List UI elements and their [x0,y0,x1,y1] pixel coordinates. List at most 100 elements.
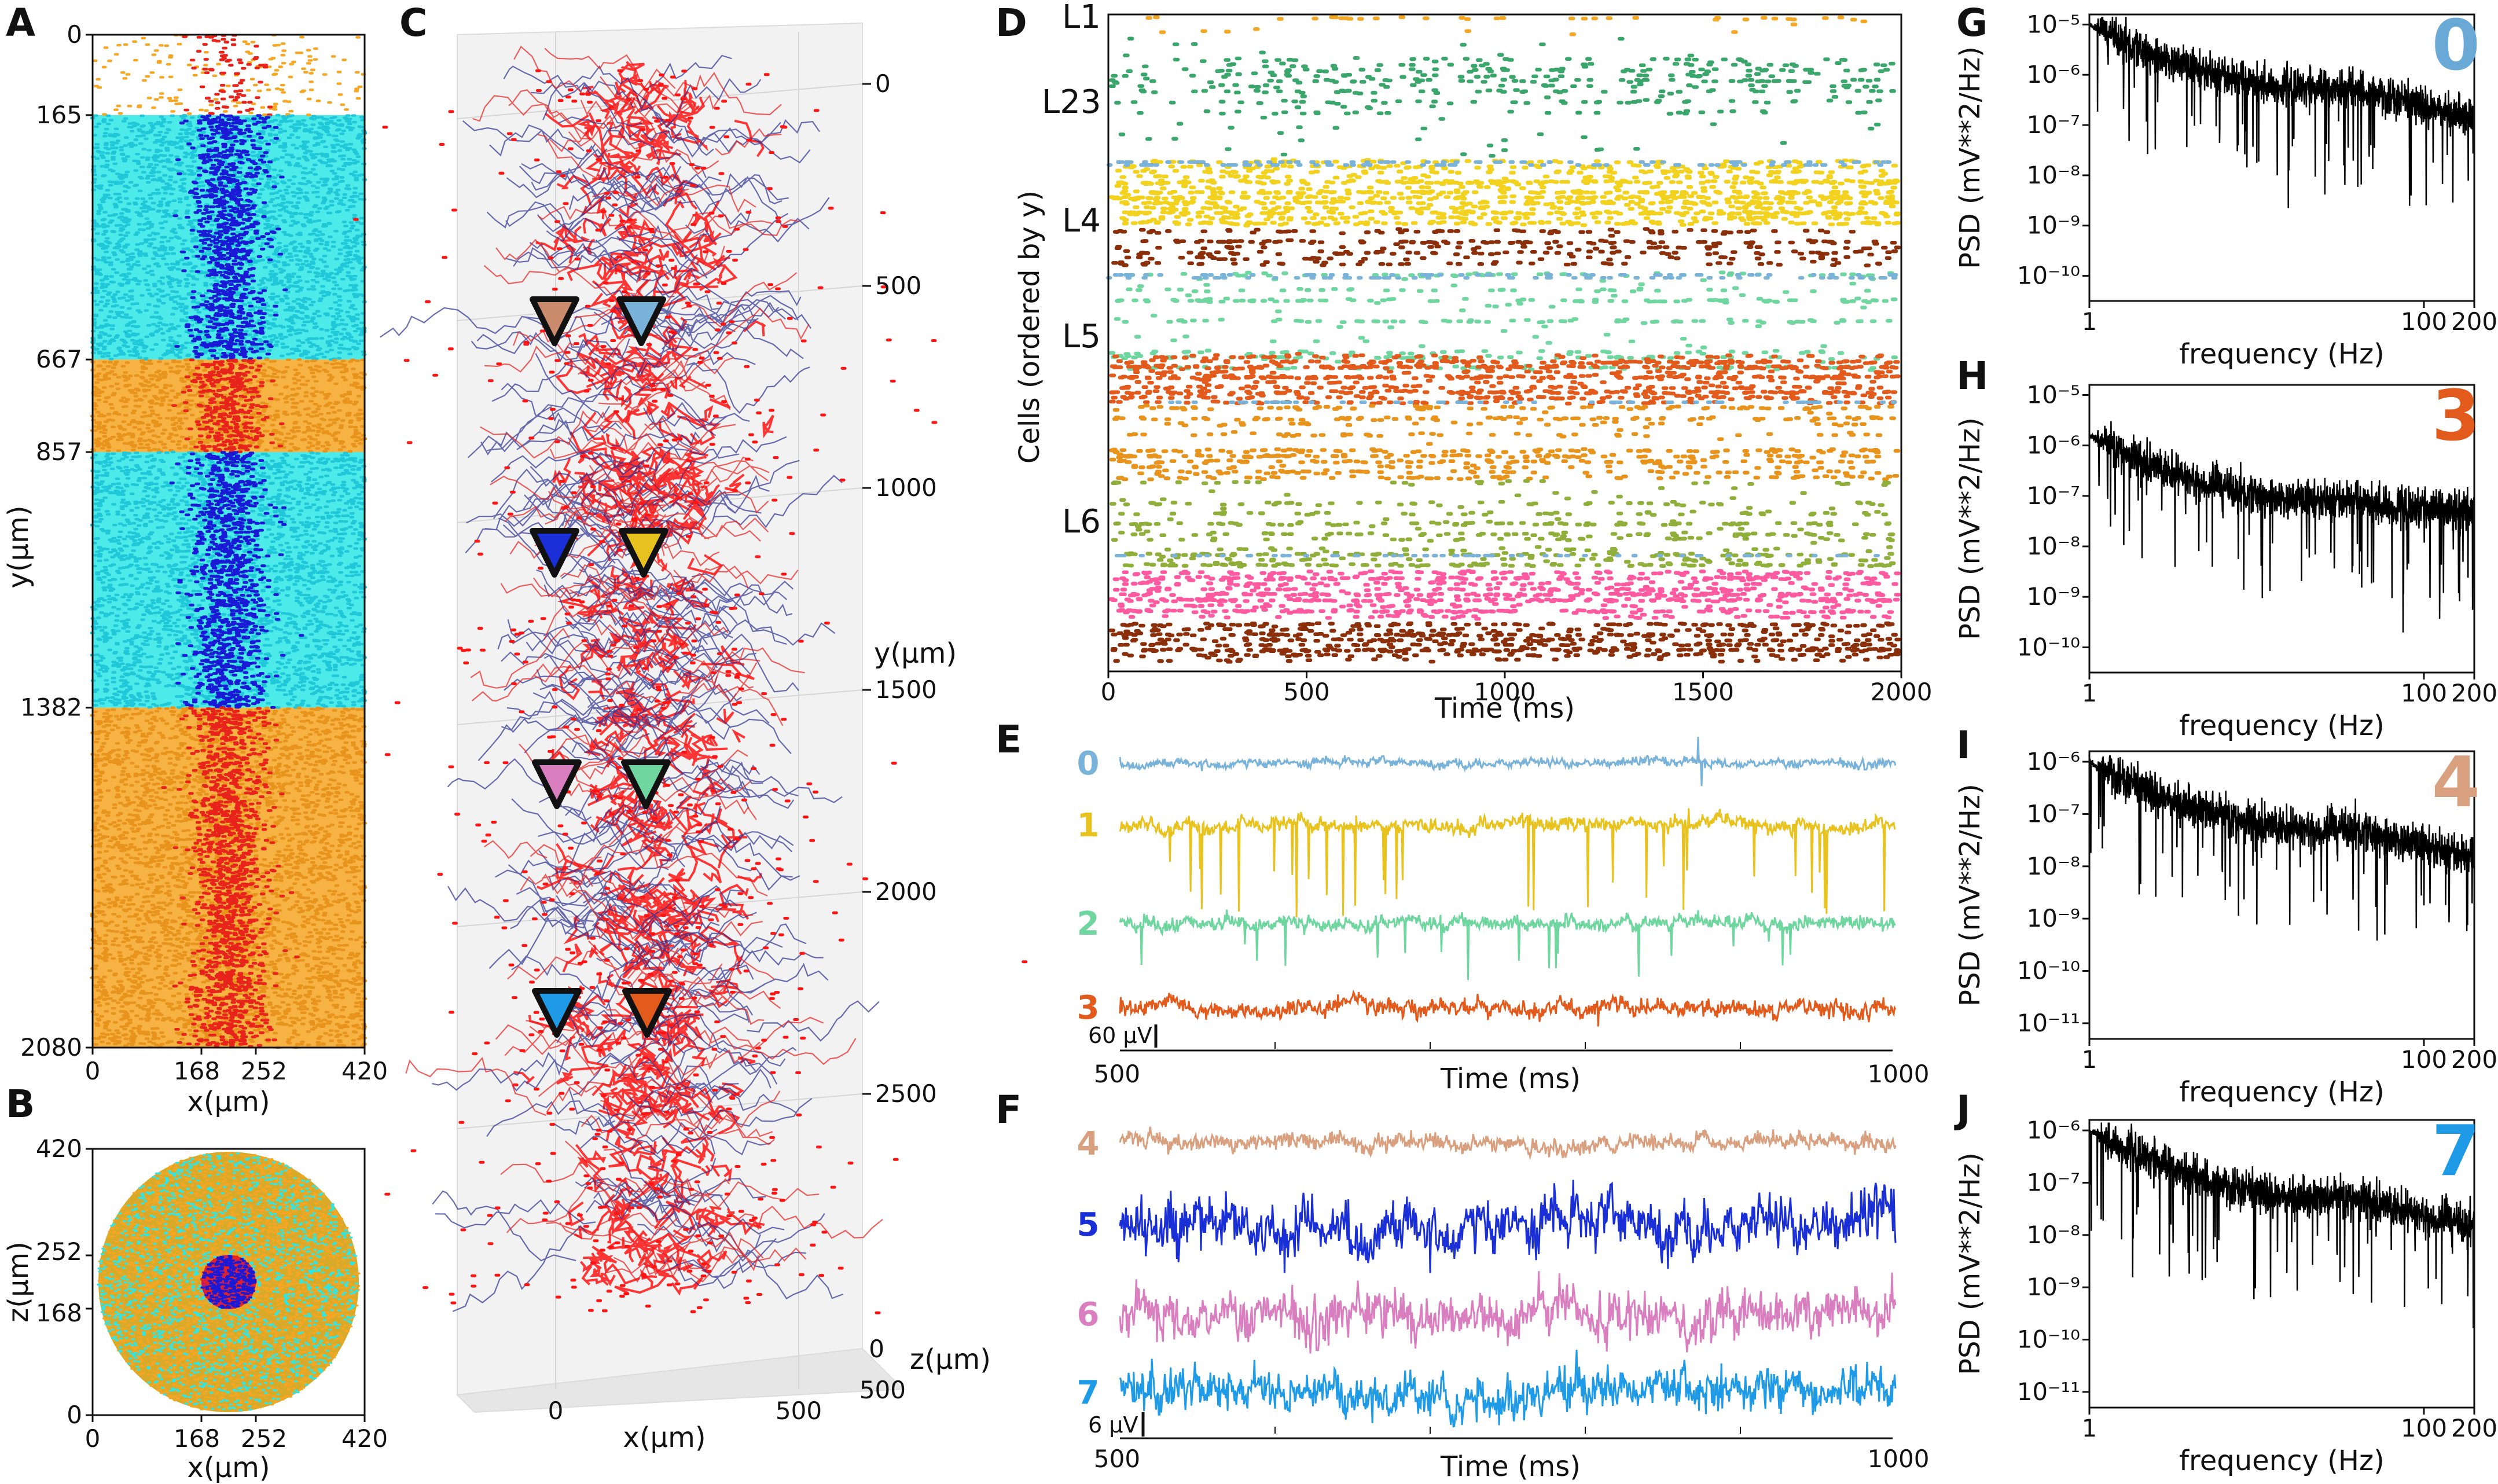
trace-label-channel-5: 5 [1077,1206,1100,1244]
panel-a-xtick-label: 420 [341,1057,388,1085]
panel-f-xlabel: Time (ms) [1440,1450,1581,1483]
panel-c-ytick-label: 500 [875,271,921,300]
raster-band-L4-a [1108,157,1901,227]
electrode-marker-2 [621,759,671,809]
psd-xlabel: frequency (Hz) [2179,1076,2385,1108]
panel-letter-j: J [1954,1088,1971,1132]
panel-a-core-dots-1 [172,113,288,361]
panel-e-scale-bar-label: 60 μV [1088,1023,1152,1048]
electrode-marker-5 [530,528,579,578]
panel-a-xtick-label: 252 [241,1057,287,1085]
trace-label-channel-2: 2 [1077,905,1100,943]
layer-label-l23: L23 [1042,83,1101,121]
panel-d-xtick-label: 0 [1101,678,1116,706]
electrode-marker-4 [530,296,579,346]
panel-b-chart: 0 168 252 420 0 168 252 420 x(μm) z(μm) [2,1134,388,1484]
panel-e-traces: 0 1 2 3 60 μV 500 1000 Time (ms) [1077,736,1929,1095]
psd-ytick-label: 10⁻⁶ [2027,747,2080,776]
f-xtick-label: 500 [1094,1445,1140,1473]
electrode-marker-7 [532,988,582,1038]
electrode-marker-0 [616,296,666,346]
panel-c-blue-branches [379,54,880,1312]
raster-band-L5-b [1109,352,1901,406]
psd-ytick-label: 10⁻¹¹ [2017,1378,2080,1406]
panel-c-xlabel: x(μm) [623,1421,706,1454]
psd-ytick-label: 10⁻⁷ [2027,1168,2080,1196]
psd-ytick-label: 10⁻⁹ [2027,904,2080,932]
panel-letter-i: I [1956,723,1971,767]
psd-xtick-label: 100 [2401,679,2447,707]
trace-label-channel-4: 4 [1077,1125,1100,1163]
psd-xtick-label: 200 [2451,1414,2497,1442]
raster-band-L1 [1145,15,1868,36]
panel-b-core-blue-dots [200,1255,257,1309]
psd-xlabel: frequency (Hz) [2179,710,2385,742]
trace-channel-0 [1119,736,1897,787]
electrode-marker-1 [619,528,668,578]
panel-a-ytick-label: 667 [36,345,82,373]
psd-frame-g [2088,13,2475,302]
panel-a-xtick-label: 0 [85,1057,101,1085]
psd-xtick-label: 100 [2401,307,2447,336]
panel-a-xtick-label: 168 [174,1057,220,1085]
panel-b-ytick-label: 168 [36,1299,82,1327]
psd-ytick-label: 10⁻⁷ [2027,111,2080,139]
panel-b-ytick-label: 0 [67,1401,82,1429]
panel-c-xtick-label: 500 [776,1397,822,1425]
layer-label-l5: L5 [1062,318,1101,355]
panel-c-ylabel: y(μm) [874,637,957,670]
panel-f-traces: 4 5 6 7 6 μV 500 1000 Time (ms) [1077,1125,1930,1483]
panel-c-ytick-label: 0 [875,69,891,98]
psd-channel-number: 4 [2432,743,2481,823]
layer-label-l6: L6 [1062,503,1101,541]
psd-ytick-label: 10⁻⁹ [2027,1273,2080,1301]
psd-ytick-label: 10⁻⁷ [2027,799,2080,828]
psd-ytick-label: 10⁻⁶ [2027,431,2080,460]
panel-g-psd: 10⁻⁵ 10⁻⁶ 10⁻⁷ 10⁻⁸ 10⁻⁹ 10⁻¹⁰1 100 200 frequenc… [1954,6,2497,370]
panel-b-ytick-label: 420 [36,1134,82,1163]
panel-a-ytick-label: 857 [36,438,82,466]
panel-c-zlabel: z(μm) [910,1343,991,1376]
psd-ytick-label: 10⁻⁵ [2027,380,2080,409]
panel-a-core-dots-3 [169,451,304,710]
psd-ylabel: PSD (mV**2/Hz) [1954,1152,1986,1375]
psd-ytick-label: 10⁻⁶ [2027,60,2080,89]
panel-d-ylabel: Cells (ordered by y) [1013,190,1046,464]
panel-c-xtick-label: 0 [548,1397,564,1425]
panel-h-psd: 10⁻⁵ 10⁻⁶ 10⁻⁷ 10⁻⁸ 10⁻⁹ 10⁻¹⁰1 100 200 frequenc… [1954,376,2497,742]
panel-c-ytick-label: 1500 [875,675,937,704]
panel-d-xtick-label: 500 [1283,678,1329,706]
panel-d-xtick-label: 2000 [1871,678,1933,706]
psd-xtick-label: 200 [2451,1045,2497,1074]
panel-a-ylabel: y(μm) [2,505,35,588]
panel-letter-b: B [6,1082,35,1126]
trace-label-channel-1: 1 [1077,807,1100,844]
psd-xtick-label: 100 [2401,1414,2447,1442]
psd-trace-4 [2089,755,2475,941]
psd-frame-j [2088,1119,2475,1409]
psd-ytick-label: 10⁻¹⁰ [2017,1325,2080,1354]
panel-d-xtick-label: 1500 [1672,678,1734,706]
trace-channel-6 [1119,1271,1897,1354]
raster-band-L4-b [1111,227,1901,267]
raster-band-L6-b [1110,479,1896,569]
trace-label-channel-7: 7 [1077,1374,1100,1412]
panel-b-ylabel: z(μm) [2,1241,35,1323]
trace-channel-3 [1119,989,1897,1027]
psd-ytick-label: 10⁻⁵ [2027,10,2080,38]
psd-trace-0 [2089,17,2475,208]
electrode-marker-6 [532,759,582,809]
psd-xtick-label: 1 [2082,1045,2097,1074]
psd-xtick-label: 1 [2082,1414,2097,1442]
trace-label-channel-0: 0 [1077,745,1100,783]
panel-d-raster: 0 500 1000 1500 2000 Time (ms) Cells (ordere… [1013,0,1932,725]
panel-b-xtick-label: 252 [241,1424,287,1453]
psd-ytick-label: 10⁻¹⁰ [2017,262,2080,290]
psd-ytick-label: 10⁻⁸ [2027,161,2080,189]
panel-b-xtick-label: 0 [85,1424,101,1453]
panel-b-xtick-label: 420 [341,1424,388,1453]
raster-separator-dots [1105,160,1898,557]
psd-ytick-label: 10⁻⁸ [2027,1221,2080,1249]
psd-ytick-label: 10⁻⁷ [2027,482,2080,510]
e-xtick-label: 500 [1094,1060,1140,1088]
